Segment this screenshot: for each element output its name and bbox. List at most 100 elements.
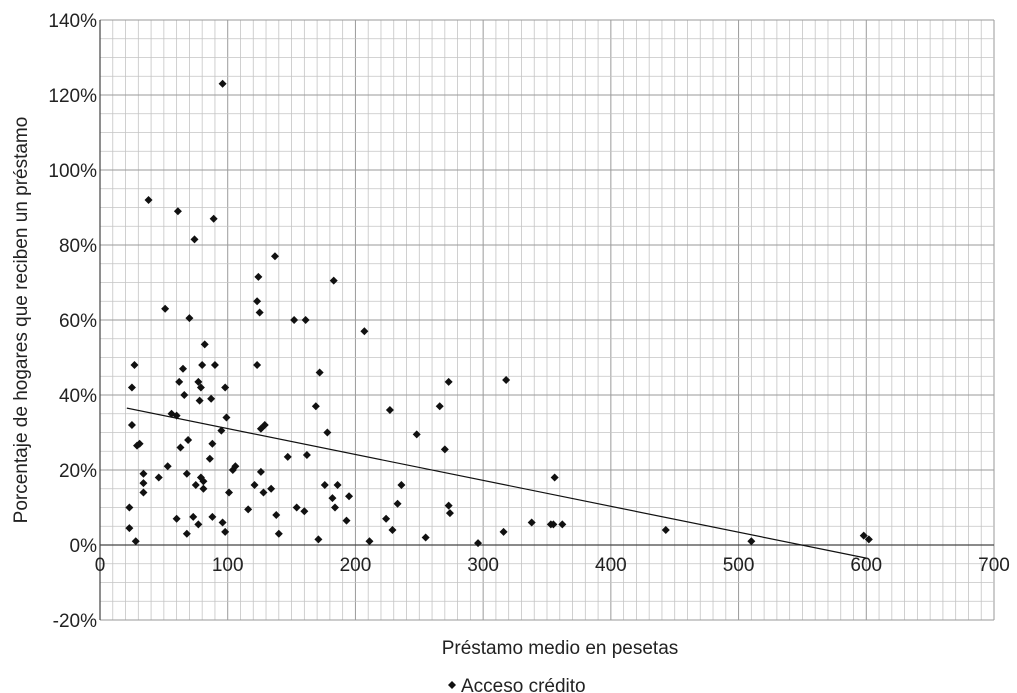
data-point <box>253 361 262 369</box>
x-tick-label: 500 <box>723 555 755 576</box>
legend-label: Acceso crédito <box>461 676 586 693</box>
y-tick-label: 100% <box>48 161 97 182</box>
data-point <box>205 454 214 463</box>
data-point <box>661 526 670 534</box>
x-tick-label: 100 <box>212 555 244 576</box>
data-point <box>176 443 185 452</box>
y-tick-label: 40% <box>59 386 97 407</box>
data-point <box>139 488 148 497</box>
data-point <box>175 377 184 386</box>
data-point <box>139 469 148 478</box>
data-point <box>208 439 217 448</box>
data-point <box>221 383 230 392</box>
x-tick-label: 600 <box>850 555 882 576</box>
y-tick-label: -20% <box>53 611 97 632</box>
data-point <box>747 537 756 546</box>
data-point <box>224 488 233 497</box>
x-tick-label: 700 <box>978 555 1010 576</box>
data-point <box>173 207 182 216</box>
data-point <box>864 535 873 544</box>
data-point <box>250 481 259 489</box>
data-point <box>191 481 200 489</box>
data-point <box>330 503 339 512</box>
data-point <box>182 529 191 538</box>
data-point <box>244 505 253 514</box>
data-point <box>292 503 301 512</box>
data-point <box>444 501 453 510</box>
data-point <box>342 516 351 525</box>
data-point <box>444 377 453 386</box>
data-point <box>290 316 299 324</box>
data-point <box>182 469 191 478</box>
data-point <box>127 421 136 429</box>
data-point <box>184 436 193 444</box>
data-point <box>194 520 203 529</box>
y-tick-label: 60% <box>59 311 97 332</box>
x-axis-title: Préstamo medio en pesetas <box>442 638 679 659</box>
data-point <box>144 196 153 204</box>
legend-marker-diamond <box>448 681 456 689</box>
data-point <box>435 402 444 411</box>
data-point <box>218 518 227 527</box>
data-point <box>550 473 559 482</box>
data-point <box>393 499 402 508</box>
data-point <box>474 539 483 548</box>
data-point <box>328 494 337 503</box>
data-points <box>125 79 873 548</box>
data-point <box>412 430 421 439</box>
data-point <box>189 512 198 521</box>
data-point <box>208 512 217 521</box>
data-point <box>502 376 511 384</box>
trendline <box>126 407 867 559</box>
data-point <box>210 361 219 369</box>
data-point <box>198 361 207 369</box>
data-point <box>302 451 311 459</box>
data-point <box>125 503 134 512</box>
data-point <box>311 402 320 411</box>
data-point <box>314 535 323 544</box>
data-point <box>440 445 449 454</box>
data-point <box>329 276 338 285</box>
data-point <box>161 304 170 313</box>
data-point <box>283 452 292 461</box>
data-point <box>345 492 354 501</box>
y-tick-label: 20% <box>59 461 97 482</box>
data-point <box>163 462 172 471</box>
axes <box>99 20 994 620</box>
data-point <box>218 79 227 88</box>
data-point <box>172 514 181 523</box>
data-point <box>217 426 226 435</box>
data-point <box>274 529 283 538</box>
data-point <box>320 481 329 489</box>
grid-lines <box>99 19 995 621</box>
data-point <box>445 509 454 518</box>
data-point <box>254 272 263 281</box>
data-point <box>130 361 139 369</box>
data-point <box>179 364 188 373</box>
x-tick-label: 400 <box>595 555 627 576</box>
y-tick-label: 0% <box>70 536 98 557</box>
data-point <box>388 526 397 534</box>
data-point <box>301 316 310 324</box>
data-point <box>272 511 281 519</box>
data-point <box>549 520 558 529</box>
data-point <box>231 462 240 471</box>
data-point <box>499 527 508 536</box>
data-point <box>397 481 406 489</box>
legend: Acceso crédito <box>448 676 586 693</box>
data-point <box>382 514 391 523</box>
y-axis-title: Porcentaje de hogares que reciben un pré… <box>11 117 32 524</box>
y-tick-labels: -20% 0% 20% 40% 60% 80% 100% 120% 140% <box>48 11 97 632</box>
data-point <box>199 477 208 486</box>
x-tick-label: 300 <box>467 555 499 576</box>
data-point <box>333 481 342 489</box>
data-point <box>558 520 567 529</box>
data-point <box>421 533 430 542</box>
data-point <box>139 479 148 488</box>
data-point <box>259 488 268 497</box>
x-tick-label: 0 <box>95 555 106 576</box>
data-point <box>255 308 264 317</box>
y-tick-label: 140% <box>48 11 97 32</box>
data-point <box>127 383 136 392</box>
data-point <box>125 524 134 533</box>
